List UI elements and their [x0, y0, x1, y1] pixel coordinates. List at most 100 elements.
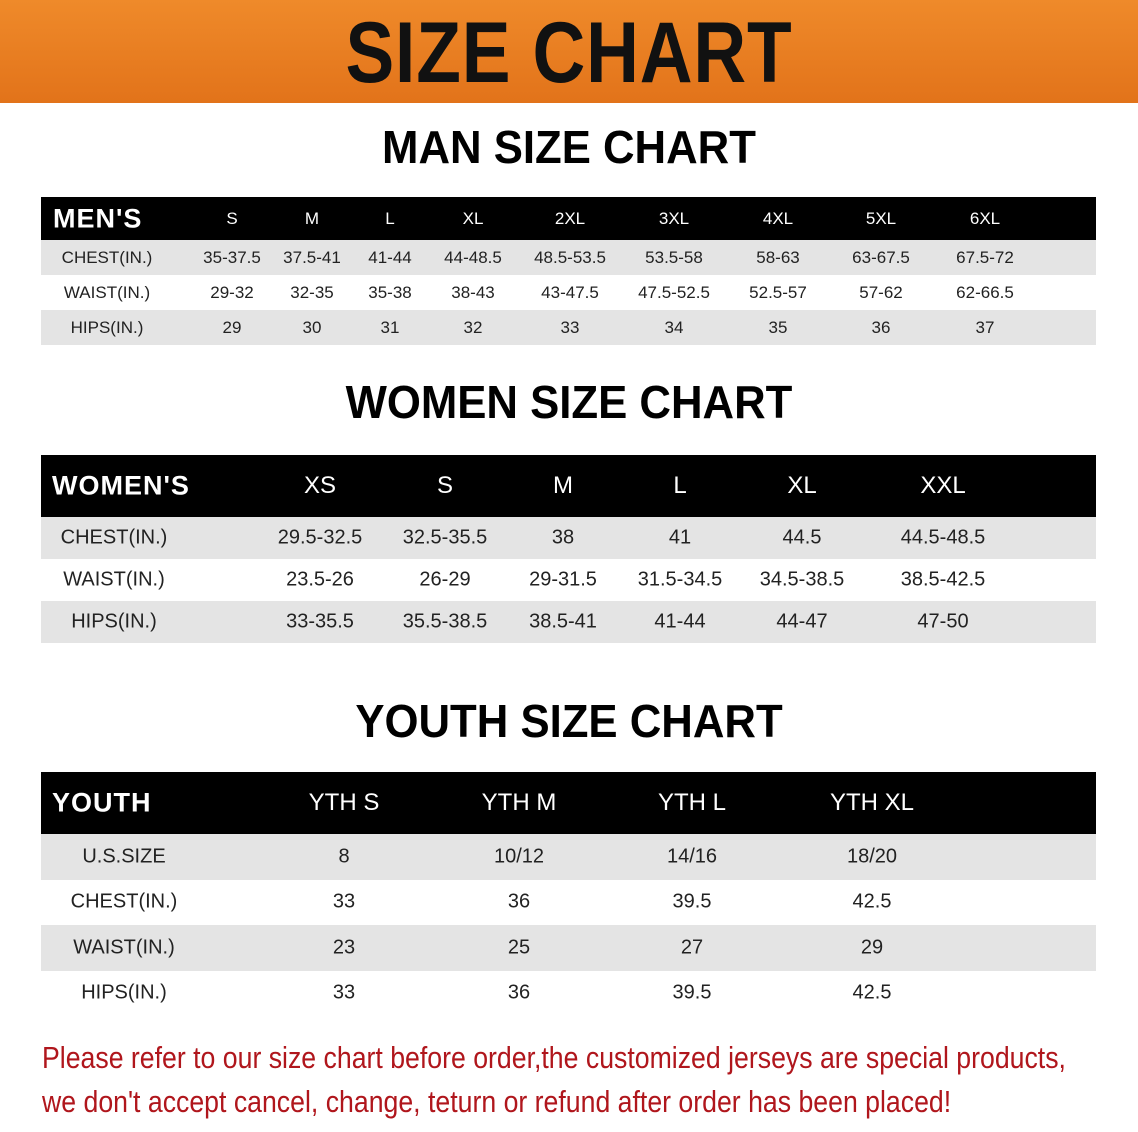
- measurement-value: 33: [332, 890, 356, 913]
- banner-title: SIZE CHART: [345, 5, 793, 101]
- measurement-value: 29-32: [210, 282, 254, 302]
- size-header: L: [385, 208, 395, 228]
- table-header-label: MEN'S: [53, 203, 143, 233]
- table-row: HIPS(IN.) 29 30 31 32 33 34 35 36 37: [41, 310, 1096, 345]
- measurement-value: 32: [463, 317, 483, 337]
- measurement-value: 53.5-58: [645, 247, 703, 267]
- measurement-value: 29: [860, 936, 884, 959]
- size-header: 5XL: [865, 208, 897, 228]
- size-header: L: [673, 472, 687, 499]
- table-row: U.S.SIZE 8 10/12 14/16 18/20: [41, 834, 1096, 880]
- measurement-value: 35: [768, 317, 788, 337]
- size-header: YTH M: [481, 789, 557, 816]
- size-header: S: [436, 472, 454, 499]
- size-header: M: [304, 208, 320, 228]
- measurement-label: HIPS(IN.): [71, 610, 157, 633]
- measurement-value: 42.5: [852, 981, 892, 1004]
- measurement-value: 44.5: [782, 526, 822, 549]
- measurement-value: 48.5-53.5: [534, 247, 606, 267]
- measurement-label: U.S.SIZE: [82, 845, 166, 868]
- measurement-value: 35-37.5: [203, 247, 261, 267]
- table-header-row: YOUTH YTH S YTH M YTH L YTH XL: [41, 772, 1096, 834]
- size-header: YTH L: [657, 789, 727, 816]
- measurement-value: 25: [507, 936, 531, 959]
- size-header: XS: [303, 472, 337, 499]
- notice-line-1: Please refer to our size chart before or…: [42, 1040, 1066, 1075]
- size-header: S: [226, 208, 238, 228]
- measurement-value: 44-47: [776, 610, 828, 633]
- measurement-value: 47.5-52.5: [638, 282, 710, 302]
- measurement-value: 27: [680, 936, 704, 959]
- measurement-value: 37.5-41: [283, 247, 341, 267]
- size-header: 3XL: [658, 208, 690, 228]
- measurement-value: 29.5-32.5: [277, 526, 363, 549]
- measurement-label: WAIST(IN.): [63, 568, 165, 591]
- measurement-value: 23.5-26: [286, 568, 354, 591]
- measurement-value: 41-44: [368, 247, 412, 267]
- measurement-value: 34: [664, 317, 684, 337]
- measurement-value: 42.5: [852, 890, 892, 913]
- measurement-value: 10/12: [493, 845, 545, 868]
- measurement-value: 33-35.5: [286, 610, 354, 633]
- measurement-value: 38.5-42.5: [900, 568, 986, 591]
- women-size-table: WOMEN'S XS S M L XL XXL CHEST(IN.) 29.5-32.5 32.5…: [41, 455, 1096, 643]
- measurement-value: 29: [222, 317, 242, 337]
- table-header-label: WOMEN'S: [52, 470, 190, 501]
- youth-size-table: YOUTH YTH S YTH M YTH L YTH XL U.S.SIZE 8 10/12…: [41, 772, 1096, 1016]
- measurement-value: 36: [507, 890, 531, 913]
- measurement-value: 36: [507, 981, 531, 1004]
- measurement-label: HIPS(IN.): [70, 317, 144, 337]
- measurement-label: HIPS(IN.): [81, 981, 167, 1004]
- measurement-value: 38.5-41: [529, 610, 597, 633]
- measurement-value: 39.5: [672, 890, 712, 913]
- measurement-value: 62-66.5: [956, 282, 1014, 302]
- measurement-value: 35-38: [368, 282, 412, 302]
- measurement-value: 52.5-57: [749, 282, 807, 302]
- measurement-value: 32-35: [290, 282, 334, 302]
- table-row: HIPS(IN.) 33 36 39.5 42.5: [41, 970, 1096, 1016]
- measurement-label: CHEST(IN.): [70, 890, 178, 913]
- measurement-value: 29-31.5: [529, 568, 597, 591]
- measurement-value: 38-43: [451, 282, 495, 302]
- size-header: 6XL: [969, 208, 1001, 228]
- measurement-value: 58-63: [756, 247, 800, 267]
- men-section-title: MAN SIZE CHART: [382, 121, 756, 173]
- measurement-value: 23: [332, 936, 356, 959]
- measurement-value: 34.5-38.5: [759, 568, 845, 591]
- measurement-value: 63-67.5: [852, 247, 910, 267]
- measurement-value: 36: [871, 317, 891, 337]
- size-header: 2XL: [554, 208, 586, 228]
- measurement-value: 43-47.5: [541, 282, 599, 302]
- measurement-label: WAIST(IN.): [63, 282, 151, 302]
- measurement-value: 14/16: [666, 845, 718, 868]
- measurement-value: 47-50: [917, 610, 969, 633]
- measurement-value: 41: [668, 526, 692, 549]
- table-header-row: WOMEN'S XS S M L XL XXL: [41, 455, 1096, 517]
- measurement-value: 31.5-34.5: [637, 568, 723, 591]
- banner: SIZE CHART: [0, 0, 1138, 103]
- measurement-value: 37: [975, 317, 995, 337]
- measurement-value: 39.5: [672, 981, 712, 1004]
- table-row: CHEST(IN.) 35-37.5 37.5-41 41-44 44-48.5 48.5…: [41, 240, 1096, 275]
- measurement-value: 33: [332, 981, 356, 1004]
- measurement-value: 33: [560, 317, 580, 337]
- size-header: XL: [787, 472, 817, 499]
- women-section-title: WOMEN SIZE CHART: [345, 376, 793, 428]
- measurement-value: 41-44: [654, 610, 706, 633]
- measurement-value: 44-48.5: [444, 247, 502, 267]
- measurement-value: 8: [338, 845, 350, 868]
- size-header: 4XL: [762, 208, 794, 228]
- measurement-value: 30: [302, 317, 322, 337]
- measurement-value: 31: [380, 317, 400, 337]
- measurement-value: 67.5-72: [956, 247, 1014, 267]
- size-header: YTH XL: [829, 789, 915, 816]
- table-row: WAIST(IN.) 23 25 27 29: [41, 925, 1096, 971]
- measurement-value: 26-29: [419, 568, 471, 591]
- size-header: M: [553, 472, 573, 499]
- measurement-value: 35.5-38.5: [402, 610, 488, 633]
- table-row: WAIST(IN.) 29-32 32-35 35-38 38-43 43-47.5 47.…: [41, 275, 1096, 310]
- table-row: HIPS(IN.) 33-35.5 35.5-38.5 38.5-41 41-44 44-…: [41, 601, 1096, 643]
- table-header-row: MEN'S S M L XL 2XL 3XL 4XL 5XL 6XL: [41, 197, 1096, 240]
- youth-section-title: YOUTH SIZE CHART: [355, 695, 783, 747]
- measurement-value: 44.5-48.5: [900, 526, 986, 549]
